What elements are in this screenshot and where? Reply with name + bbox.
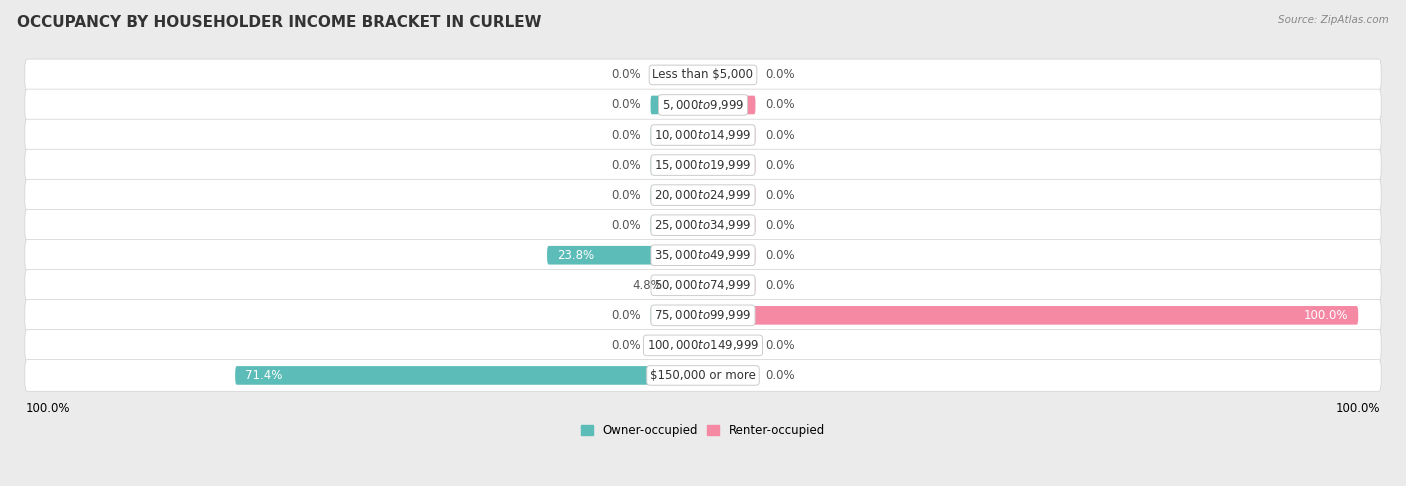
FancyBboxPatch shape (703, 306, 1358, 325)
Text: 4.8%: 4.8% (631, 279, 662, 292)
FancyBboxPatch shape (25, 299, 1381, 331)
FancyBboxPatch shape (25, 360, 1381, 391)
FancyBboxPatch shape (703, 96, 755, 114)
FancyBboxPatch shape (547, 246, 703, 264)
Text: 0.0%: 0.0% (765, 339, 794, 352)
Text: 0.0%: 0.0% (612, 128, 641, 141)
Text: 0.0%: 0.0% (612, 158, 641, 172)
Text: 0.0%: 0.0% (612, 339, 641, 352)
FancyBboxPatch shape (651, 336, 703, 355)
FancyBboxPatch shape (25, 330, 1381, 361)
Text: $20,000 to $24,999: $20,000 to $24,999 (654, 188, 752, 202)
FancyBboxPatch shape (703, 246, 755, 264)
Text: 0.0%: 0.0% (765, 279, 794, 292)
Text: $25,000 to $34,999: $25,000 to $34,999 (654, 218, 752, 232)
FancyBboxPatch shape (703, 126, 755, 144)
Text: 0.0%: 0.0% (765, 128, 794, 141)
Text: 0.0%: 0.0% (765, 369, 794, 382)
Text: OCCUPANCY BY HOUSEHOLDER INCOME BRACKET IN CURLEW: OCCUPANCY BY HOUSEHOLDER INCOME BRACKET … (17, 15, 541, 30)
Text: 0.0%: 0.0% (765, 158, 794, 172)
FancyBboxPatch shape (703, 186, 755, 205)
Text: $100,000 to $149,999: $100,000 to $149,999 (647, 338, 759, 352)
Text: 23.8%: 23.8% (557, 249, 593, 262)
FancyBboxPatch shape (25, 209, 1381, 241)
Text: 71.4%: 71.4% (245, 369, 283, 382)
Text: 100.0%: 100.0% (1303, 309, 1348, 322)
Text: 0.0%: 0.0% (765, 249, 794, 262)
FancyBboxPatch shape (25, 179, 1381, 211)
Legend: Owner-occupied, Renter-occupied: Owner-occupied, Renter-occupied (576, 419, 830, 442)
Text: $50,000 to $74,999: $50,000 to $74,999 (654, 278, 752, 292)
Text: 0.0%: 0.0% (765, 99, 794, 111)
FancyBboxPatch shape (25, 240, 1381, 271)
Text: $75,000 to $99,999: $75,000 to $99,999 (654, 308, 752, 322)
FancyBboxPatch shape (25, 59, 1381, 91)
Text: $35,000 to $49,999: $35,000 to $49,999 (654, 248, 752, 262)
FancyBboxPatch shape (672, 276, 703, 295)
FancyBboxPatch shape (651, 96, 703, 114)
FancyBboxPatch shape (651, 306, 703, 325)
Text: 0.0%: 0.0% (765, 219, 794, 232)
FancyBboxPatch shape (703, 156, 755, 174)
FancyBboxPatch shape (651, 156, 703, 174)
Text: 0.0%: 0.0% (612, 69, 641, 82)
FancyBboxPatch shape (25, 89, 1381, 121)
FancyBboxPatch shape (703, 366, 755, 385)
FancyBboxPatch shape (651, 66, 703, 84)
Text: 0.0%: 0.0% (765, 189, 794, 202)
FancyBboxPatch shape (25, 149, 1381, 181)
Text: Source: ZipAtlas.com: Source: ZipAtlas.com (1278, 15, 1389, 25)
FancyBboxPatch shape (703, 276, 755, 295)
Text: $150,000 or more: $150,000 or more (650, 369, 756, 382)
Text: 0.0%: 0.0% (612, 99, 641, 111)
FancyBboxPatch shape (651, 126, 703, 144)
Text: $5,000 to $9,999: $5,000 to $9,999 (662, 98, 744, 112)
Text: $15,000 to $19,999: $15,000 to $19,999 (654, 158, 752, 172)
FancyBboxPatch shape (703, 66, 755, 84)
Text: 0.0%: 0.0% (612, 309, 641, 322)
FancyBboxPatch shape (651, 216, 703, 234)
Text: 0.0%: 0.0% (612, 189, 641, 202)
Text: 0.0%: 0.0% (765, 69, 794, 82)
Text: 0.0%: 0.0% (612, 219, 641, 232)
FancyBboxPatch shape (703, 216, 755, 234)
FancyBboxPatch shape (25, 119, 1381, 151)
FancyBboxPatch shape (703, 336, 755, 355)
Text: $10,000 to $14,999: $10,000 to $14,999 (654, 128, 752, 142)
FancyBboxPatch shape (25, 269, 1381, 301)
FancyBboxPatch shape (235, 366, 703, 385)
Text: Less than $5,000: Less than $5,000 (652, 69, 754, 82)
FancyBboxPatch shape (651, 186, 703, 205)
